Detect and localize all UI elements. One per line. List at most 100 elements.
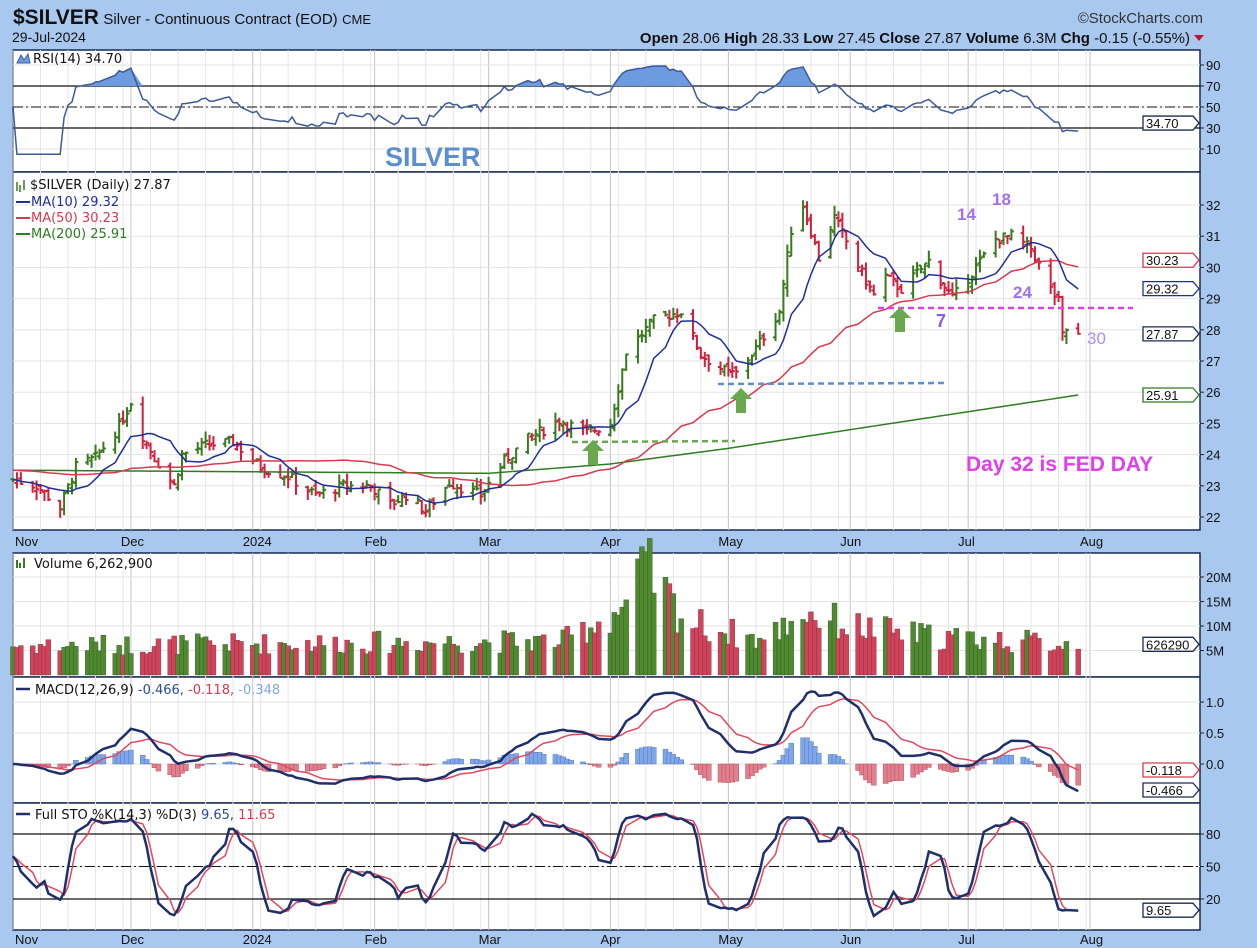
sto-d-value: 11.65 xyxy=(238,808,275,823)
price-bar xyxy=(321,484,327,499)
price-bar xyxy=(780,279,786,322)
price-bar xyxy=(1063,328,1069,345)
price-bar xyxy=(914,261,920,278)
count-label-18: 18 xyxy=(992,190,1011,209)
count-label-14: 14 xyxy=(957,205,976,224)
price-bar xyxy=(148,442,154,460)
chart-date: 29-Jul-2024 xyxy=(12,29,86,45)
price-bar xyxy=(828,225,834,259)
volume-bar xyxy=(733,647,739,676)
price-bar xyxy=(1028,236,1034,258)
ma50-legend: MA(50) 30.23 xyxy=(31,211,119,226)
price-tick-label: 27 xyxy=(1206,354,1220,369)
volume-bar xyxy=(155,638,162,676)
macd-histogram-bar xyxy=(540,754,547,765)
macd-histogram-bar xyxy=(1036,763,1042,768)
macd-histogram-bar xyxy=(678,759,684,765)
price-bar xyxy=(662,310,668,317)
price-bar xyxy=(721,364,727,377)
macd-histogram-bar xyxy=(348,762,354,765)
price-bar xyxy=(203,431,209,449)
panel-rsi xyxy=(12,49,1201,173)
price-bar xyxy=(596,430,602,437)
price-bar xyxy=(718,361,724,376)
up-arrow-icon xyxy=(582,440,604,465)
value-tag-box xyxy=(1142,902,1200,918)
price-tick-label: 23 xyxy=(1206,479,1220,494)
month-label: Nov xyxy=(15,932,39,947)
rsi-line xyxy=(12,65,1079,155)
price-bar xyxy=(835,211,841,228)
macd-value-tag: -0.466 xyxy=(1142,782,1200,798)
rsi-tick-label: 30 xyxy=(1206,121,1220,136)
macd-tick-label: 0.5 xyxy=(1206,726,1224,741)
price-bar xyxy=(887,274,893,277)
support-line-green xyxy=(571,439,736,444)
price-bar xyxy=(309,486,315,496)
macd-histogram-bar xyxy=(195,763,201,769)
annotations: 14 18 24 7 30 Day 32 is FED DAY xyxy=(571,190,1153,476)
price-bar xyxy=(745,357,751,379)
month-label: Dec xyxy=(121,932,145,947)
volume-bar xyxy=(430,643,437,676)
macd-line xyxy=(12,690,1079,793)
macd-histogram-bar xyxy=(198,763,205,766)
exchange-label: CME xyxy=(342,12,371,27)
price-bar xyxy=(100,441,106,453)
price-bar xyxy=(344,473,350,496)
price-tick-label: 29 xyxy=(1206,292,1220,307)
price-bar xyxy=(560,420,566,435)
price-bar xyxy=(894,277,900,298)
price-bar xyxy=(552,412,558,442)
volume-bar xyxy=(375,630,382,676)
price-bar xyxy=(702,351,708,368)
macd-histogram-bar xyxy=(336,763,342,766)
macd-histogram-bar xyxy=(234,763,240,765)
price-bar xyxy=(144,440,150,450)
price-bar xyxy=(415,496,421,505)
price-bar xyxy=(997,238,1003,249)
macd-histogram-bar xyxy=(395,763,401,766)
month-label: Feb xyxy=(365,534,387,549)
sto-value-tag: 9.65 xyxy=(1142,902,1200,918)
macd-histogram-bar xyxy=(580,761,586,765)
volume-bar xyxy=(953,628,960,676)
macd-histogram-bar xyxy=(423,763,429,767)
volume-bar xyxy=(926,624,932,676)
price-bar xyxy=(922,262,928,278)
sto-tick-label: 80 xyxy=(1206,827,1220,842)
price-bar xyxy=(1004,234,1010,245)
price-bar xyxy=(65,483,71,495)
price-bar xyxy=(391,498,397,511)
price-bar xyxy=(1052,281,1058,306)
count-label-24: 24 xyxy=(1013,283,1032,302)
month-label: 2024 xyxy=(243,932,272,947)
volume-bar xyxy=(1008,652,1015,676)
volume-bar xyxy=(1075,648,1081,676)
stockcharts-brand[interactable]: ©StockCharts.com xyxy=(1078,10,1203,27)
price-bar xyxy=(588,424,594,433)
month-label: Aug xyxy=(1080,932,1103,947)
price-bar xyxy=(832,205,838,237)
volume-bar xyxy=(1063,641,1070,676)
price-bar xyxy=(73,458,79,488)
price-tick-label: 30 xyxy=(1206,260,1220,275)
volume-bar xyxy=(981,636,987,676)
open-value: 28.06 xyxy=(682,30,720,47)
macd-histogram-bar xyxy=(143,759,150,765)
price-bar xyxy=(258,455,264,473)
ma10-legend: MA(10) 29.32 xyxy=(31,195,119,210)
volume-tick-label: 10M xyxy=(1206,619,1231,634)
price-bar xyxy=(623,353,629,371)
value-tag-text: -0.118 xyxy=(1146,763,1182,778)
macd-histogram-bar xyxy=(788,742,794,765)
macd-histogram-bar xyxy=(1008,754,1015,765)
macd-histogram-bar xyxy=(155,763,162,772)
volume-bar xyxy=(183,640,189,676)
price-bar xyxy=(690,309,696,341)
price-bar xyxy=(647,318,653,337)
price-bar xyxy=(635,329,641,364)
macd-tick-label: 1.0 xyxy=(1206,695,1224,710)
value-tag-text: 30.23 xyxy=(1146,253,1179,268)
macd-tick-label: 0.0 xyxy=(1206,757,1224,772)
